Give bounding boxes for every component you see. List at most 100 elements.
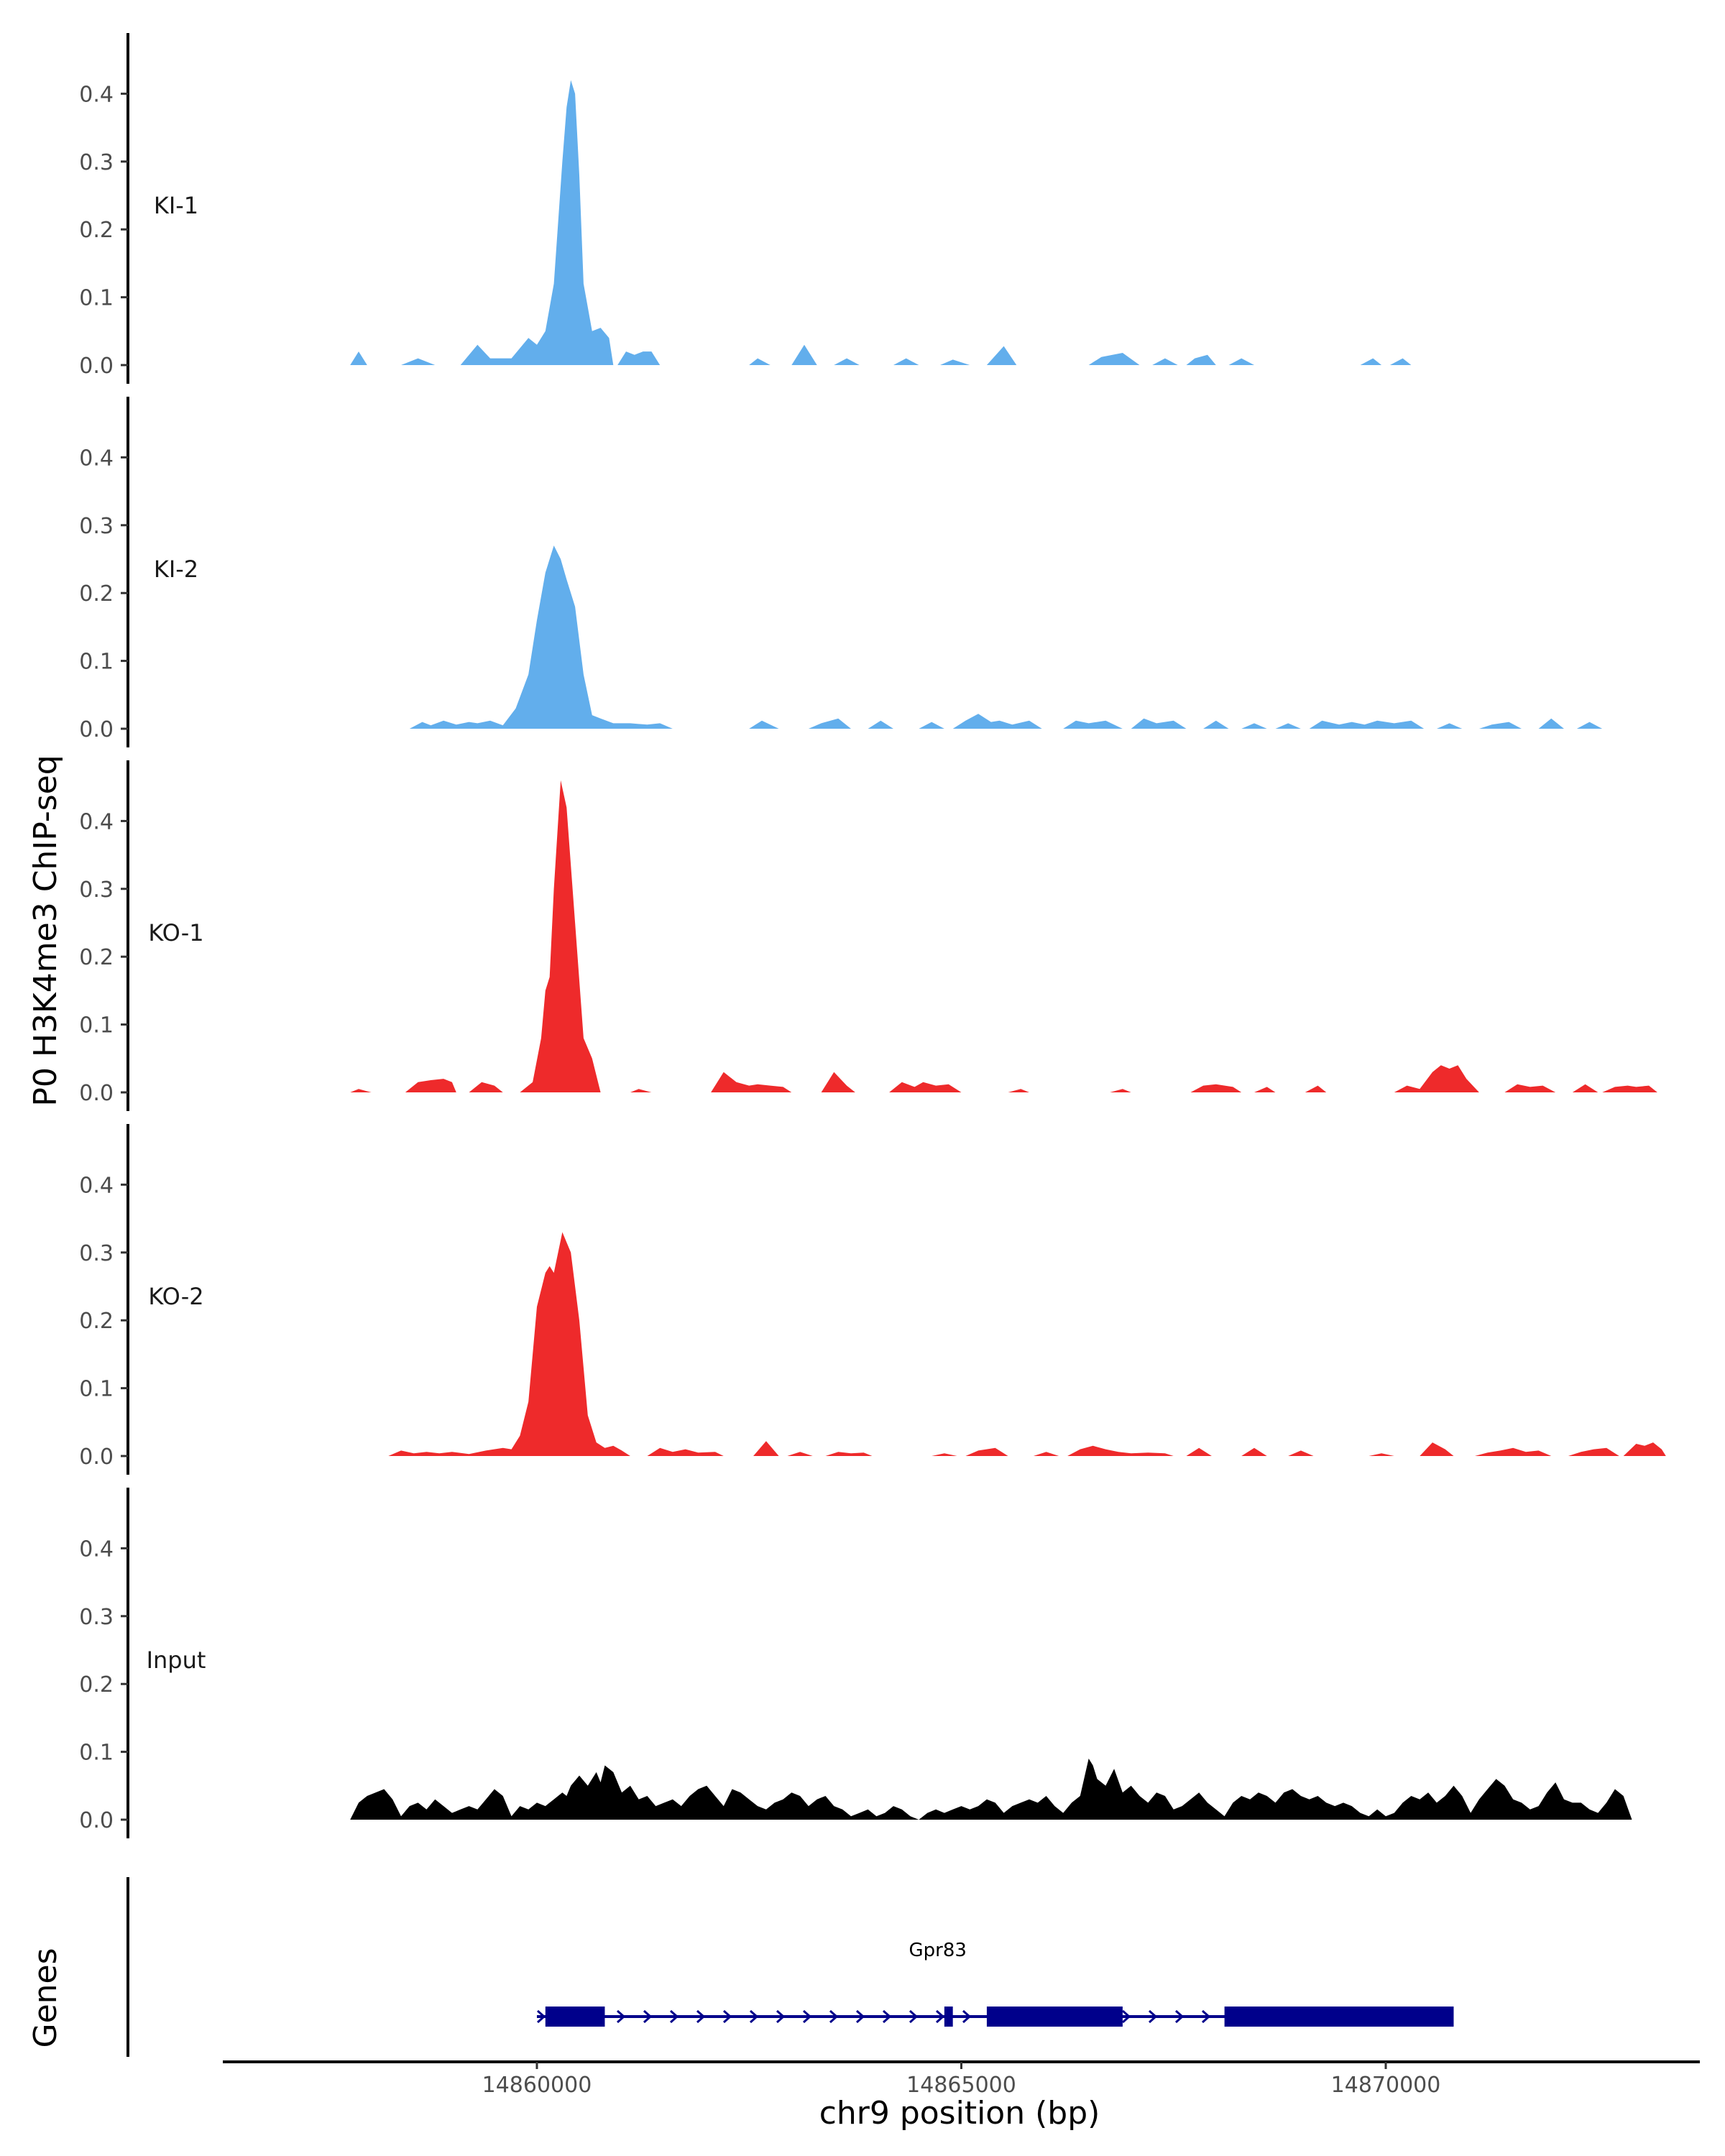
signal-area xyxy=(350,351,367,365)
signal-area xyxy=(932,1453,957,1456)
signal-area xyxy=(1420,1442,1454,1456)
y-tick-label: 0.3 xyxy=(79,150,114,175)
signal-area xyxy=(1623,1442,1666,1456)
signal-area xyxy=(1190,1084,1242,1092)
signal-area xyxy=(986,346,1017,365)
signal-area xyxy=(787,1452,813,1456)
gene-exon xyxy=(986,2007,1123,2027)
tracks-layer: 0.0 0.1 0.2 0.3 0.4 KI-1 0.0 0.1 0.2 0.3 0.4 KI-2 0.… xyxy=(79,33,1666,1838)
signal-area xyxy=(520,780,601,1092)
signal-area xyxy=(350,1089,372,1092)
strand-arrow xyxy=(908,2009,919,2024)
x-tick-label: 14870000 xyxy=(1331,2073,1441,2098)
y-axis-title: P0 H3K4me3 ChIP-seq xyxy=(27,755,64,1106)
gene-model: Gpr83 xyxy=(536,1940,1454,2027)
track-panel-ko-1: 0.0 0.1 0.2 0.3 0.4 KO-1 xyxy=(79,760,1657,1111)
signal-area xyxy=(1152,358,1178,365)
strand-arrow xyxy=(935,2009,945,2024)
y-tick-label: 0.1 xyxy=(79,286,114,311)
track-panel-ko-2: 0.0 0.1 0.2 0.3 0.4 KO-2 xyxy=(79,1124,1666,1475)
y-tick-label: 0.0 xyxy=(79,1445,114,1470)
signal-area xyxy=(350,1759,1632,1820)
signal-area xyxy=(749,358,770,365)
y-tick-label: 0.2 xyxy=(79,1672,114,1697)
signal-area xyxy=(469,1082,503,1092)
track-label: KO-1 xyxy=(148,919,203,946)
y-tick-label: 0.3 xyxy=(79,1241,114,1266)
signal-area xyxy=(825,1452,873,1456)
y-tick-label: 0.4 xyxy=(79,446,114,471)
signal-area xyxy=(791,344,817,365)
signal-area xyxy=(1067,1445,1174,1456)
x-tick-label: 14860000 xyxy=(482,2073,592,2098)
signal-area xyxy=(1394,1065,1479,1092)
signal-area xyxy=(1241,1447,1267,1456)
strand-arrow xyxy=(829,2009,839,2024)
signal-area xyxy=(889,1082,962,1092)
y-tick-label: 0.2 xyxy=(79,945,114,970)
strand-arrow xyxy=(669,2009,679,2024)
y-tick-label: 0.1 xyxy=(79,1377,114,1402)
y-tick-label: 0.0 xyxy=(79,717,114,742)
y-tick-label: 0.2 xyxy=(79,218,114,243)
signal-area xyxy=(1063,720,1123,729)
signal-area xyxy=(952,714,1042,729)
genes-axis-title: Genes xyxy=(27,1948,64,2047)
x-tick-label: 14865000 xyxy=(906,2073,1016,2098)
signal-area xyxy=(1538,718,1564,729)
track-label: KO-2 xyxy=(148,1283,203,1310)
strand-arrow xyxy=(749,2009,759,2024)
signal-area xyxy=(1088,353,1140,365)
y-tick-label: 0.4 xyxy=(79,1537,114,1562)
signal-area xyxy=(940,359,970,365)
signal-area xyxy=(1478,722,1522,729)
strand-arrow xyxy=(802,2009,812,2024)
signal-area xyxy=(1110,1089,1131,1092)
y-tick-label: 0.2 xyxy=(79,1309,114,1334)
x-axis-title: chr9 position (bp) xyxy=(819,2095,1100,2132)
signal-area xyxy=(1186,1447,1212,1456)
signal-area xyxy=(808,718,851,729)
track-label: KI-2 xyxy=(154,556,198,583)
signal-area xyxy=(1568,1447,1619,1456)
signal-area xyxy=(401,358,436,365)
signal-area xyxy=(753,1441,779,1456)
strand-arrow xyxy=(882,2009,892,2024)
signal-area xyxy=(1275,723,1301,729)
signal-area xyxy=(388,1232,630,1456)
signal-area xyxy=(821,1072,855,1092)
y-tick-label: 0.4 xyxy=(79,809,114,834)
signal-area xyxy=(617,351,661,365)
track-label: KI-1 xyxy=(154,192,198,219)
signal-area xyxy=(630,1089,652,1092)
y-tick-label: 0.1 xyxy=(79,1741,114,1766)
strand-arrow xyxy=(1174,2009,1184,2024)
strand-arrow xyxy=(616,2009,626,2024)
signal-area xyxy=(711,1072,792,1092)
signal-area xyxy=(1254,1087,1276,1092)
y-tick-label: 0.3 xyxy=(79,877,114,903)
signal-area xyxy=(1368,1453,1394,1456)
gene-exon xyxy=(1224,2007,1454,2027)
y-tick-label: 0.0 xyxy=(79,1081,114,1106)
signal-area xyxy=(647,1447,724,1456)
signal-area xyxy=(1186,354,1216,365)
strand-arrow xyxy=(855,2009,865,2024)
signal-area xyxy=(1288,1450,1314,1456)
signal-area xyxy=(1436,723,1463,729)
signal-area xyxy=(834,358,860,365)
y-tick-label: 0.0 xyxy=(79,1808,114,1833)
signal-area xyxy=(1305,1085,1327,1092)
signal-area xyxy=(919,722,944,729)
signal-area xyxy=(1602,1085,1657,1092)
y-tick-label: 0.4 xyxy=(79,82,114,107)
signal-area xyxy=(1389,358,1412,365)
track-label: Input xyxy=(147,1646,206,1674)
signal-area xyxy=(1475,1447,1552,1456)
y-tick-label: 0.4 xyxy=(79,1173,114,1198)
signal-area xyxy=(1576,722,1603,729)
strand-arrow xyxy=(962,2009,972,2024)
track-panel-input: 0.0 0.1 0.2 0.3 0.4 Input xyxy=(79,1488,1632,1838)
y-tick-label: 0.2 xyxy=(79,581,114,607)
